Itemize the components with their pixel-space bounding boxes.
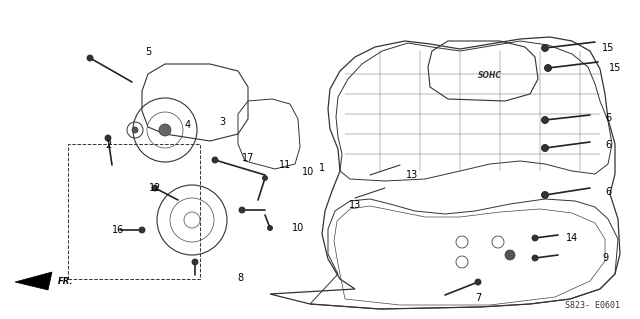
Circle shape <box>239 207 245 213</box>
Circle shape <box>139 227 145 233</box>
Text: 13: 13 <box>406 170 418 180</box>
Circle shape <box>541 191 548 198</box>
Text: 15: 15 <box>609 63 621 73</box>
Circle shape <box>541 116 548 123</box>
Circle shape <box>532 235 538 241</box>
Circle shape <box>152 185 158 191</box>
Text: SOHC: SOHC <box>478 70 502 79</box>
Circle shape <box>132 127 138 133</box>
Circle shape <box>475 279 481 285</box>
Circle shape <box>87 55 93 61</box>
Text: 2: 2 <box>105 140 111 150</box>
Text: 9: 9 <box>602 253 608 263</box>
Text: 4: 4 <box>185 120 191 130</box>
Text: FR.: FR. <box>58 278 74 286</box>
Circle shape <box>105 135 111 141</box>
Circle shape <box>545 64 552 71</box>
Text: 8: 8 <box>237 273 243 283</box>
Text: 3: 3 <box>219 117 225 127</box>
Circle shape <box>532 255 538 261</box>
Text: 6: 6 <box>605 113 611 123</box>
Circle shape <box>159 124 171 136</box>
Text: 6: 6 <box>605 140 611 150</box>
Text: 1: 1 <box>319 163 325 173</box>
Text: 15: 15 <box>602 43 614 53</box>
Circle shape <box>505 250 515 260</box>
Circle shape <box>541 145 548 152</box>
Text: 16: 16 <box>112 225 124 235</box>
Text: 7: 7 <box>475 293 481 303</box>
Text: 17: 17 <box>242 153 254 163</box>
Polygon shape <box>15 272 52 290</box>
Text: 14: 14 <box>566 233 578 243</box>
Text: 13: 13 <box>349 200 361 210</box>
Text: 11: 11 <box>279 160 291 170</box>
Circle shape <box>268 226 273 231</box>
Text: 10: 10 <box>302 167 314 177</box>
Text: S823- E0601: S823- E0601 <box>565 300 620 309</box>
Text: 5: 5 <box>145 47 151 57</box>
Text: 6: 6 <box>605 187 611 197</box>
Circle shape <box>192 259 198 265</box>
Circle shape <box>212 157 218 163</box>
Text: 10: 10 <box>292 223 304 233</box>
Text: 12: 12 <box>149 183 161 193</box>
Circle shape <box>262 175 268 181</box>
Circle shape <box>541 44 548 51</box>
